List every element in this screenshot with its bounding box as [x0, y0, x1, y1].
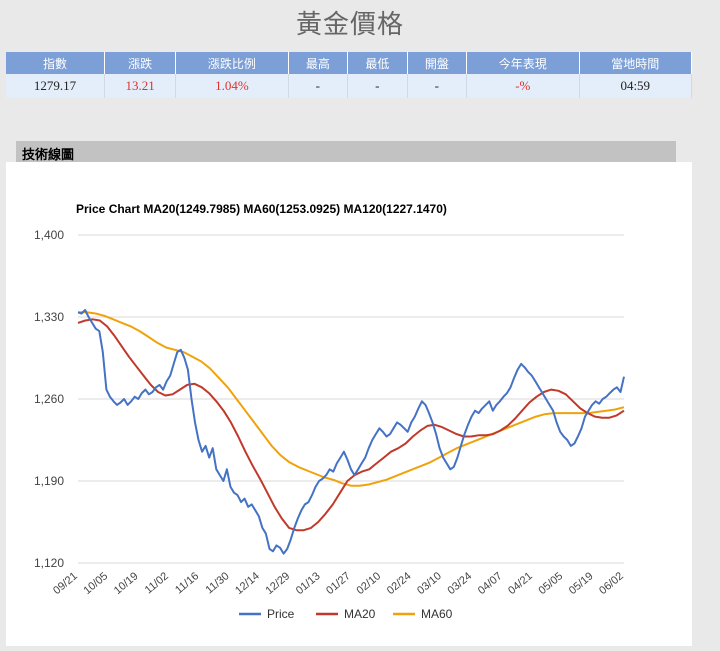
x-tick-label: 09/21	[51, 570, 80, 597]
x-tick-label: 03/10	[415, 570, 444, 597]
page-title: 黃金價格	[295, 10, 404, 40]
header-local-time: 當地時間	[579, 52, 693, 74]
header-low: 最低	[347, 52, 408, 74]
x-tick-label: 02/10	[354, 570, 383, 597]
x-tick-label: 03/24	[445, 570, 474, 597]
quote-table: 指數 漲跌 漲跌比例 最高 最低 開盤 今年表現 當地時間 1279.17 13…	[6, 52, 693, 98]
value-ytd: -%	[466, 74, 580, 98]
series-line-price	[77, 309, 625, 555]
legend-label: Price	[267, 607, 295, 621]
chart-card: Price Chart MA20(1249.7985) MA60(1253.09…	[6, 162, 692, 646]
y-tick-label: 1,190	[34, 474, 64, 488]
x-tick-label: 04/07	[476, 570, 505, 597]
series-line-ma60	[78, 311, 625, 487]
x-tick-label: 10/19	[112, 570, 141, 597]
value-open: -	[407, 74, 468, 98]
x-tick-label: 05/05	[536, 570, 565, 597]
x-tick-label: 11/16	[173, 570, 201, 596]
header-change: 漲跌	[104, 52, 177, 74]
value-index: 1279.17	[6, 74, 106, 98]
header-ytd: 今年表現	[466, 52, 580, 74]
value-high: -	[288, 74, 349, 98]
x-tick-label: 12/29	[263, 570, 292, 597]
header-change-pct: 漲跌比例	[175, 52, 289, 74]
x-tick-label: 11/02	[143, 570, 171, 596]
header-high: 最高	[288, 52, 349, 74]
x-tick-label: 01/13	[294, 570, 323, 597]
x-tick-label: 11/30	[203, 570, 231, 596]
y-tick-label: 1,400	[34, 228, 64, 242]
legend-label: MA20	[344, 607, 376, 621]
header-index: 指數	[6, 52, 106, 74]
x-tick-label: 02/24	[385, 570, 414, 597]
x-tick-label: 01/27	[324, 570, 353, 597]
legend-label: MA60	[421, 607, 453, 621]
value-low: -	[347, 74, 408, 98]
value-change-pct: 1.04%	[175, 74, 289, 98]
y-tick-label: 1,260	[34, 392, 64, 406]
section-header: 技術線圖	[16, 141, 676, 163]
header-open: 開盤	[407, 52, 468, 74]
x-tick-label: 10/05	[81, 570, 110, 597]
x-tick-label: 12/14	[233, 570, 262, 597]
price-chart: Price Chart MA20(1249.7985) MA60(1253.09…	[34, 202, 626, 621]
y-tick-label: 1,330	[34, 310, 64, 324]
value-change: 13.21	[104, 74, 177, 98]
quote-value-row: 1279.17 13.21 1.04% - - - -% 04:59	[6, 74, 693, 98]
x-tick-label: 05/19	[567, 570, 596, 597]
y-tick-label: 1,120	[34, 556, 64, 570]
quote-header-row: 指數 漲跌 漲跌比例 最高 最低 開盤 今年表現 當地時間	[6, 52, 693, 74]
series-line-ma20	[77, 318, 625, 532]
chart-title: Price Chart MA20(1249.7985) MA60(1253.09…	[76, 202, 447, 216]
value-local-time: 04:59	[579, 74, 693, 98]
x-tick-label: 06/02	[597, 570, 626, 597]
section-title: 技術線圖	[22, 148, 75, 163]
x-tick-label: 04/21	[506, 570, 535, 597]
